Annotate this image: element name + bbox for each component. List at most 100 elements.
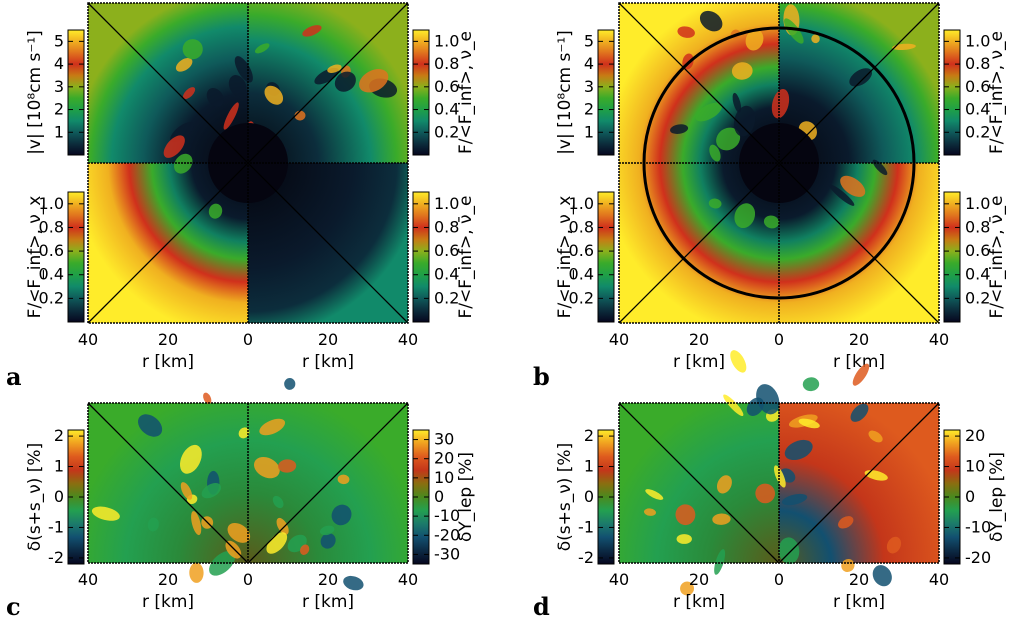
- colorbar-tick-label: 0.2: [434, 288, 459, 307]
- colorbar-tick-label: 0: [54, 487, 64, 506]
- structure-blob: [227, 522, 251, 543]
- colorbar-tick-label: 3: [54, 77, 64, 96]
- colorbar-tick-label: -20: [434, 525, 460, 544]
- colorbar-tick-label: 0.8: [569, 217, 594, 236]
- colorbar-tick-label: 2: [584, 426, 594, 445]
- colorbar-tick-label: 1: [54, 457, 64, 476]
- colorbar-label: δY_lep [%]: [456, 452, 476, 542]
- colorbar-label: F/<F_inf>, ν̄_e: [456, 195, 476, 318]
- colorbar-tick-label: 0: [965, 487, 975, 506]
- structure-blob: [841, 558, 855, 572]
- structure-blob: [645, 489, 664, 500]
- structure-blob: [189, 562, 204, 583]
- colorbar-tick-label: 0.6: [39, 241, 64, 260]
- colorbar: [412, 29, 430, 156]
- panel-letter: c: [6, 592, 21, 621]
- panel-b: 40 20 0 20 40 r [km] r [km] 1 2 3 4 5 |v| [10⁸cm s⁻¹…: [533, 2, 1007, 391]
- colorbar-tick-label: 20: [965, 426, 985, 445]
- colorbar-tick-label: 0.4: [434, 265, 459, 284]
- colorbar: [67, 191, 85, 323]
- colorbar-tick-label: 0.8: [434, 54, 459, 73]
- x-axis-label: r [km]: [142, 592, 194, 612]
- colorbar-tick-label: 0.4: [569, 265, 594, 284]
- structure-blob: [773, 465, 786, 488]
- x-tick-label: 0: [243, 570, 253, 589]
- diagonal-line: [87, 402, 249, 564]
- panel-letter: a: [6, 362, 22, 391]
- structure-blob: [781, 493, 808, 506]
- structure-blob: [695, 102, 723, 122]
- colorbar-tick-label: 1: [584, 122, 594, 141]
- colorbar-tick-label: 2: [584, 100, 594, 119]
- structure-blob: [872, 565, 892, 587]
- structure-blob: [203, 392, 212, 405]
- structure-blob: [675, 504, 696, 526]
- colorbar-tick-label: 0.6: [434, 77, 459, 96]
- colorbar: [943, 29, 961, 156]
- structure-blob: [264, 85, 284, 105]
- colorbar-tick-label: 1.0: [569, 194, 594, 213]
- structure-blob: [331, 504, 352, 526]
- x-tick-label: 0: [774, 330, 784, 349]
- colorbar: [67, 29, 85, 156]
- colorbar-tick-label: 0: [434, 487, 444, 506]
- structure-blob: [730, 350, 747, 373]
- colorbar-tick-label: 0.6: [965, 241, 990, 260]
- structure-blob: [302, 25, 322, 37]
- structure-blob: [259, 418, 286, 436]
- colorbar-tick-label: 1.0: [965, 31, 990, 50]
- colorbar-label: |v| [10⁸cm s⁻¹]: [555, 30, 575, 155]
- structure-blob: [343, 575, 364, 591]
- structure-blob: [886, 536, 902, 554]
- diagonal-line: [87, 2, 409, 324]
- colorbar-label: δY_lep [%]: [987, 452, 1007, 542]
- structure-blob: [191, 511, 202, 536]
- structure-blob: [337, 474, 350, 485]
- x-tick-label: 40: [398, 330, 418, 349]
- structure-blob: [756, 384, 780, 415]
- structure-blob: [864, 470, 888, 481]
- structure-blob: [208, 203, 223, 219]
- structure-blob: [320, 533, 336, 549]
- structure-blob: [138, 414, 163, 437]
- structure-blob: [206, 88, 224, 107]
- structure-blob: [731, 62, 753, 80]
- x-tick-label: 40: [609, 570, 629, 589]
- x-tick-label: 20: [689, 570, 709, 589]
- structure-blob: [784, 439, 813, 461]
- colorbar-tick-label: 0.2: [39, 288, 64, 307]
- structure-blob: [174, 153, 193, 174]
- x-tick-label: 20: [158, 570, 178, 589]
- colorbar-tick-label: 2: [54, 100, 64, 119]
- structure-blob: [182, 87, 196, 100]
- structure-blob: [716, 475, 732, 494]
- colorbar: [943, 191, 961, 323]
- colorbar-label: |v| [10⁸cm s⁻¹]: [25, 30, 45, 155]
- x-tick-label: 20: [158, 330, 178, 349]
- structure-blob: [868, 430, 883, 443]
- colorbar-label: F/<F_inf>, ν_x: [25, 196, 45, 319]
- panel-a: 40 20 0 20 40 r [km] r [km] 1 2 3 4 5 |v| [10⁸cm s⁻¹…: [6, 2, 476, 391]
- structure-blob: [209, 550, 236, 576]
- x-axis-label: r [km]: [673, 592, 725, 612]
- diagonal-line: [618, 2, 940, 324]
- structure-blob: [734, 203, 756, 229]
- structure-blob: [714, 549, 726, 575]
- x-tick-label: 20: [849, 330, 869, 349]
- structure-blob: [850, 403, 869, 422]
- structure-blob: [327, 64, 342, 73]
- colorbar-label: δ(s+s_ν) [%]: [25, 443, 45, 551]
- structure-blob: [872, 159, 888, 176]
- colorbar-label: δ(s+s_ν) [%]: [555, 443, 575, 551]
- structure-blob: [276, 517, 289, 535]
- colorbar-tick-label: 1.0: [965, 194, 990, 213]
- colorbar-tick-label: -10: [965, 517, 991, 536]
- colorbar: [597, 191, 615, 323]
- colorbar-tick-label: -20: [965, 548, 991, 567]
- structure-blob: [723, 394, 744, 416]
- colorbar-tick-label: 0.8: [434, 217, 459, 236]
- structure-blob: [745, 29, 764, 51]
